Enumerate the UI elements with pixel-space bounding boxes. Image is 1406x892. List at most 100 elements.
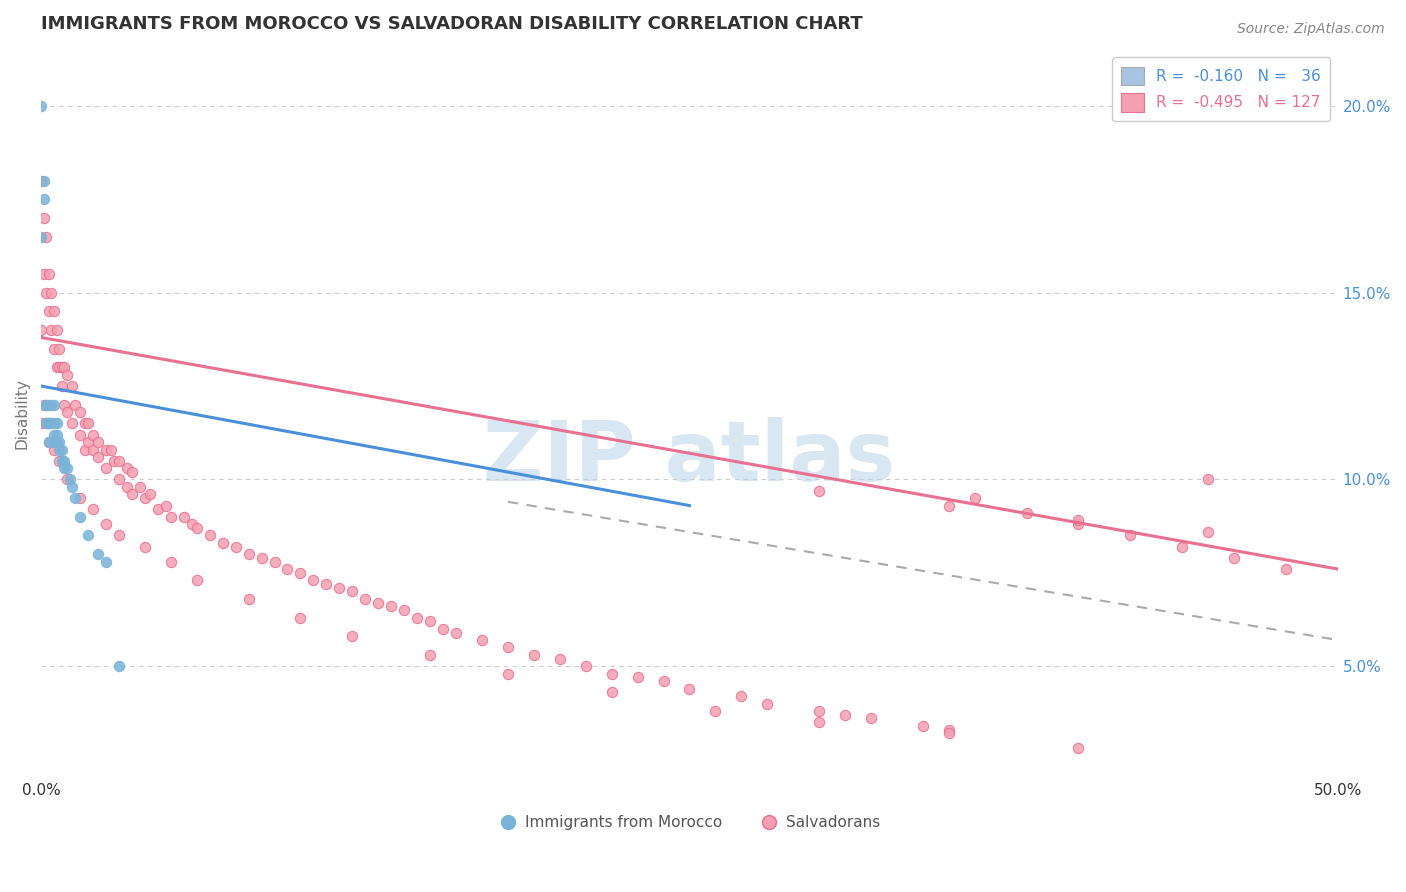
Point [82,427,104,442]
Point [69,509,91,524]
Point [60,379,83,393]
Point [225,540,247,554]
Point [1015,506,1038,520]
Point [315,577,337,591]
Point [134,491,156,505]
Point [496,666,519,681]
Point [704,704,727,718]
Point [211,536,233,550]
Point [75,417,97,431]
Point [45,323,67,337]
Point [115,461,138,475]
Point [756,697,779,711]
Point [94,517,117,532]
Point [42,442,65,457]
Point [523,648,546,662]
Point [186,521,208,535]
Point [678,681,700,696]
Point [48,342,70,356]
Point [238,591,260,606]
Point [342,629,364,643]
Point [76,435,98,450]
Point [128,480,150,494]
Point [808,483,831,498]
Point [328,581,350,595]
Text: Source: ZipAtlas.com: Source: ZipAtlas.com [1237,22,1385,37]
Point [419,615,441,629]
Point [35,285,58,300]
Point [432,622,454,636]
Point [38,435,60,450]
Point [1067,517,1090,532]
Point [38,304,60,318]
Point [380,599,402,614]
Point [276,562,298,576]
Point [103,454,125,468]
Point [30,229,52,244]
Point [56,405,79,419]
Point [35,229,58,244]
Point [38,417,60,431]
Point [41,417,63,431]
Point [250,550,273,565]
Point [76,417,98,431]
Point [1275,562,1298,576]
Point [496,640,519,655]
Point [41,398,63,412]
Point [38,398,60,412]
Point [94,442,117,457]
Point [1223,550,1246,565]
Point [56,368,79,382]
Point [76,528,98,542]
Point [42,398,65,412]
Point [32,267,55,281]
Point [367,596,389,610]
Point [45,417,67,431]
Point [48,442,70,457]
Point [42,304,65,318]
Point [32,398,55,412]
Point [290,566,312,580]
Point [32,173,55,187]
Point [808,704,831,718]
Point [139,487,162,501]
Point [173,509,195,524]
Point [87,435,110,450]
Point [263,555,285,569]
Point [198,528,221,542]
Point [53,454,76,468]
Point [35,417,58,431]
Point [48,435,70,450]
Point [69,427,91,442]
Point [35,398,58,412]
Point [35,398,58,412]
Point [834,707,856,722]
Point [548,651,571,665]
Point [94,555,117,569]
Point [32,192,55,206]
Point [60,417,83,431]
Point [63,491,86,505]
Point [808,715,831,730]
Point [51,379,73,393]
Point [146,502,169,516]
Point [32,211,55,225]
Point [155,499,177,513]
Point [159,555,181,569]
Point [94,461,117,475]
Point [53,360,76,375]
Point [290,610,312,624]
Y-axis label: Disability: Disability [15,378,30,450]
Point [38,267,60,281]
Point [45,435,67,450]
Point [30,323,52,337]
Point [108,659,131,673]
Point [82,442,104,457]
Point [30,173,52,187]
Point [41,417,63,431]
Point [186,574,208,588]
Point [1067,741,1090,756]
Point [419,648,441,662]
Point [59,472,82,486]
Legend: Immigrants from Morocco, Salvadorans: Immigrants from Morocco, Salvadorans [492,809,886,836]
